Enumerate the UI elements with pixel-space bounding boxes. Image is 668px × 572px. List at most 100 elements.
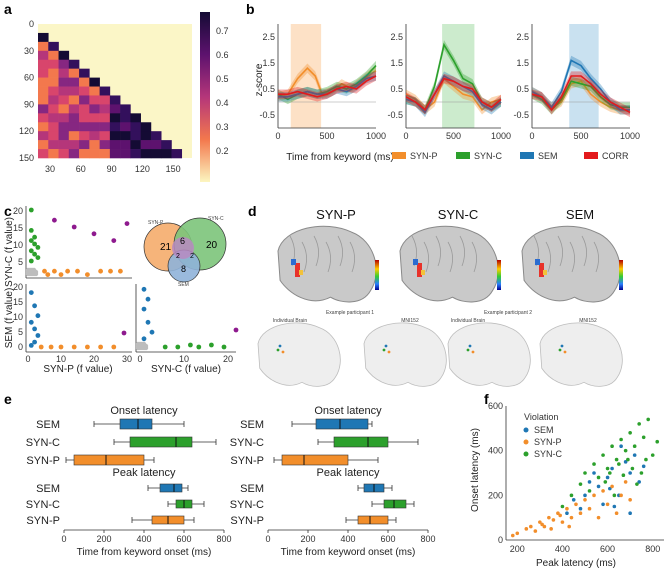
heatmap-cell — [99, 113, 111, 123]
series-line-corr — [531, 75, 631, 114]
activation-region — [295, 263, 300, 277]
latency-scatter: 600 400 200 0 200 400 600 800 SEM SYN-P SYN-C — [488, 401, 664, 554]
f-x-tick: 800 — [645, 544, 660, 554]
b-y-tick: 2.5 — [390, 32, 403, 42]
panel-label-d: d — [248, 203, 257, 219]
colorbar-tick: 0.5 — [216, 74, 229, 84]
f-point-syn-p — [565, 506, 569, 511]
heatmap-cell — [171, 149, 183, 159]
f-legend-label-sem: SEM — [534, 425, 554, 435]
c-point-sem — [145, 319, 151, 325]
heatmap-cell — [48, 59, 59, 69]
f-point-syn-c — [596, 475, 601, 480]
f-point-sem — [583, 493, 587, 498]
legend-swatch-corr — [584, 152, 598, 159]
heatmap-cell — [89, 131, 100, 141]
b-y-tick: -0.5 — [387, 110, 403, 120]
heatmap-cell — [140, 122, 152, 132]
heatmap-cell — [109, 140, 121, 150]
activation-region — [299, 270, 303, 275]
f-legend-marker-syn-c — [523, 451, 529, 457]
heatmap-cell — [120, 122, 131, 132]
heatmap-cell — [58, 86, 70, 96]
activation-region — [413, 259, 418, 265]
electrode-dot — [382, 348, 386, 352]
f-point-syn-c — [605, 466, 610, 471]
b-x-tick: 1000 — [620, 131, 640, 141]
b-legend: SYN-P SYN-C SEM CORR — [392, 151, 629, 161]
c-point-syn-c — [35, 255, 41, 260]
c-point-synp — [85, 344, 90, 350]
heatmap-cell — [130, 113, 141, 123]
f-point-syn-p — [529, 524, 533, 529]
c-x-tick-right: 10 — [179, 354, 189, 364]
heatmap-cell — [48, 50, 59, 61]
heatmap-cell — [79, 113, 90, 123]
f-y-tick: 600 — [488, 401, 503, 411]
c-x-tick-left: 30 — [122, 354, 132, 364]
c-point-sync — [175, 344, 181, 350]
e-x-tick: 400 — [340, 534, 355, 544]
c-point-sem — [32, 303, 37, 309]
f-point-syn-p — [515, 531, 520, 536]
heatmap-cell — [68, 104, 80, 114]
heatmap-cell — [161, 149, 172, 159]
f-legend-label-syn-p: SYN-P — [534, 437, 562, 447]
f-point-sem — [596, 484, 601, 489]
d-title-sem: SEM — [566, 207, 594, 222]
f-point-syn-c — [614, 457, 619, 462]
venn-count-overlap: 6 — [180, 236, 185, 246]
f-point-syn-c — [644, 457, 648, 462]
venn-diagram: SYN-P SYN-C SEM 21 6 20 2 2 8 — [143, 216, 227, 288]
d-mni-1: MNI152 — [401, 318, 419, 324]
f-point-sem — [565, 511, 569, 515]
brain-sulcus — [423, 241, 429, 273]
heatmap-cell — [48, 149, 59, 159]
heatmap-cell — [48, 131, 59, 141]
heatmap-cell — [120, 113, 131, 123]
box-row-label: SYN-P — [230, 515, 264, 527]
f-point-syn-c — [650, 453, 655, 457]
f-point-sem — [612, 504, 617, 509]
activation-region — [291, 259, 296, 265]
heatmap-cell — [58, 122, 70, 132]
series-band-sem — [406, 71, 501, 118]
f-point-syn-p — [569, 515, 574, 520]
c-x-tick-left: 20 — [89, 354, 99, 364]
f-point-sem — [619, 444, 623, 449]
c-x-tick-right: 0 — [137, 354, 142, 364]
heatmap-cell — [130, 131, 141, 141]
f-point-sem — [587, 480, 592, 484]
f-point-syn-p — [614, 511, 619, 515]
heatmap-y-tick: 150 — [19, 153, 34, 163]
brain-sulcus — [459, 235, 465, 267]
brain-sulcus — [447, 241, 453, 273]
f-point-syn-c — [621, 473, 626, 478]
heatmap-cell — [130, 140, 141, 150]
heatmap-cell — [58, 140, 70, 150]
colorbar-tick: 0.7 — [216, 26, 229, 36]
colorbar — [200, 12, 210, 182]
f-point-syn-p — [538, 520, 542, 524]
legend-swatch-syn-c — [456, 152, 470, 159]
f-point-sem — [623, 460, 628, 464]
f-legend-label-syn-c: SYN-C — [534, 449, 563, 459]
peak-title: Peak latency — [317, 467, 380, 479]
electrode-dot — [278, 344, 282, 348]
series-line-corr — [405, 77, 502, 112]
panel-label-c: c — [4, 203, 12, 219]
heatmap-cell — [130, 149, 141, 159]
heatmap-cell — [58, 68, 70, 78]
c-top-y-tick: 20 — [13, 206, 23, 216]
f-point-sem — [605, 475, 610, 480]
heatmap-cell — [38, 59, 49, 69]
f-legend-marker-sem — [523, 427, 529, 433]
box-syn-p — [73, 454, 145, 466]
colorbar-tick: 0.3 — [216, 122, 229, 132]
c-xlabel-right: SYN-C (f value) — [151, 364, 221, 375]
heatmap-cell — [89, 77, 100, 87]
f-point-syn-p — [547, 515, 551, 520]
heatmap-cell — [99, 95, 111, 105]
d-title-sync: SYN-C — [438, 207, 478, 222]
